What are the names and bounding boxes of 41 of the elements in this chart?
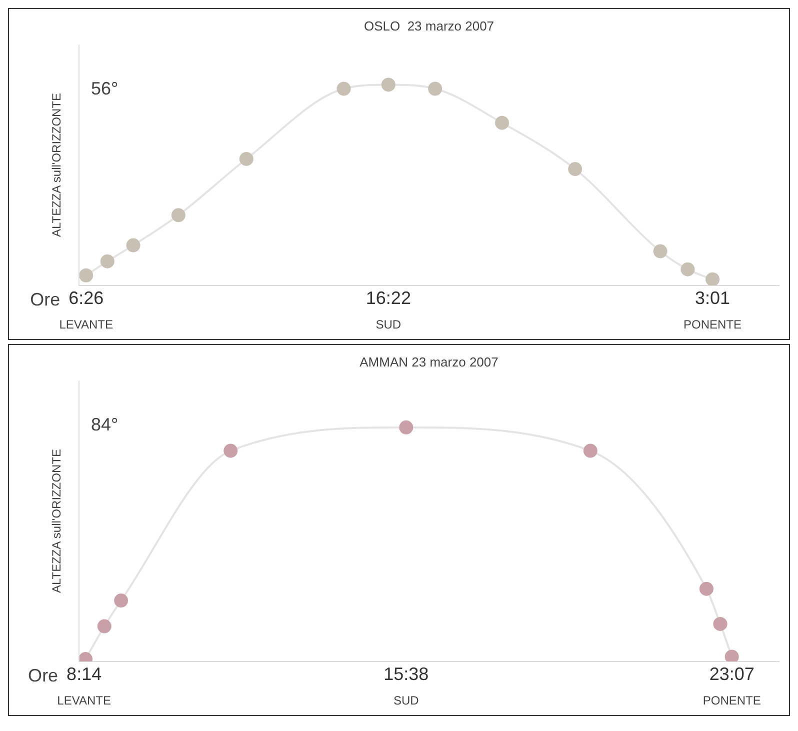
point bbox=[706, 272, 720, 286]
point bbox=[114, 594, 128, 608]
point bbox=[699, 582, 714, 596]
annotation: 56° bbox=[91, 78, 118, 99]
chart-title: OSLO 23 marzo 2007 bbox=[364, 18, 494, 34]
point bbox=[126, 238, 140, 252]
point bbox=[713, 616, 728, 631]
point bbox=[680, 262, 695, 276]
x-axis-title: Ore bbox=[28, 665, 58, 686]
chart-title: AMMAN 23 marzo 2007 bbox=[360, 354, 498, 370]
x-tick-label: 15:38 bbox=[384, 664, 429, 684]
text: PONENTE bbox=[684, 318, 742, 332]
point bbox=[495, 116, 510, 130]
point bbox=[428, 82, 442, 96]
text: LEVANTE bbox=[59, 318, 113, 332]
text: SUD bbox=[393, 694, 420, 708]
point bbox=[568, 162, 582, 176]
point bbox=[583, 444, 598, 458]
x-tick-label: 3:01 bbox=[695, 288, 730, 308]
point bbox=[336, 82, 351, 96]
point bbox=[79, 268, 94, 282]
text: PONENTE bbox=[702, 694, 761, 708]
point bbox=[239, 152, 254, 166]
x-tick-label: 8:14 bbox=[66, 664, 102, 684]
x-axis-title: Ore bbox=[30, 289, 60, 310]
text: SUD bbox=[376, 318, 402, 332]
point bbox=[653, 244, 668, 258]
y-axis-title: ALTEZZA sull'ORIZZONTE bbox=[49, 448, 64, 594]
x-tick-label: 16:22 bbox=[366, 288, 411, 308]
point bbox=[100, 254, 114, 268]
point bbox=[381, 78, 396, 92]
text: LEVANTE bbox=[57, 694, 111, 708]
y-axis-title: ALTEZZA sull'ORIZZONTE bbox=[49, 92, 64, 238]
x-tick-label: 23:07 bbox=[709, 664, 754, 684]
annotation: 84° bbox=[91, 414, 118, 435]
point bbox=[399, 420, 414, 434]
point bbox=[724, 650, 739, 662]
point bbox=[97, 619, 112, 634]
point bbox=[171, 208, 186, 222]
x-tick-label: 6:26 bbox=[68, 288, 104, 308]
point bbox=[224, 444, 238, 458]
